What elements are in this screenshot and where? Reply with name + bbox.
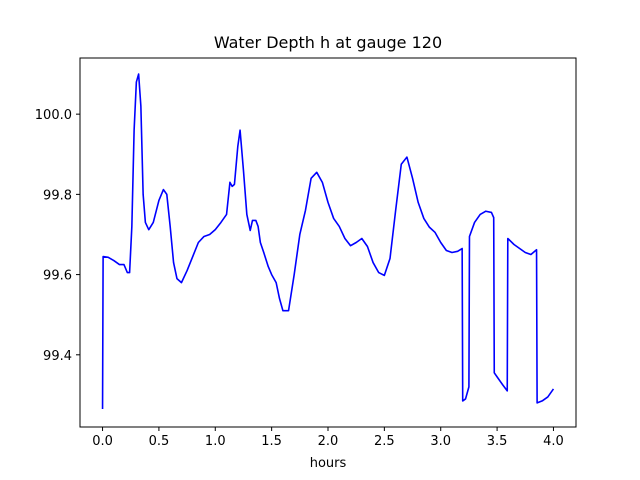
y-tick-label: 99.6 [43,269,72,284]
axis-layer: 0.0 0.5 1.0 1.5 2.0 2.5 3.0 3.5 4.0 99.4 99.6 99.8 1… [35,57,577,449]
data-layer [101,73,555,409]
x-tick-label: 0.5 [149,434,170,449]
x-tick-label: 1.5 [261,434,282,449]
y-tick-label: 99.4 [43,349,72,364]
y-tick-label: 100.0 [35,108,72,123]
series-line-0 [101,73,555,409]
x-axis-label: hours [310,456,347,471]
x-tick-label: 1.0 [205,434,226,449]
x-tick-label: 3.0 [430,434,451,449]
x-tick-label: 0.0 [92,434,113,449]
chart-title: Water Depth h at gauge 120 [214,33,442,52]
x-tick-label: 2.5 [374,434,395,449]
x-tick-label: 3.5 [487,434,508,449]
y-tick-label: 99.8 [43,188,72,203]
x-tick-label: 2.0 [318,434,339,449]
x-tick-label: 4.0 [543,434,564,449]
